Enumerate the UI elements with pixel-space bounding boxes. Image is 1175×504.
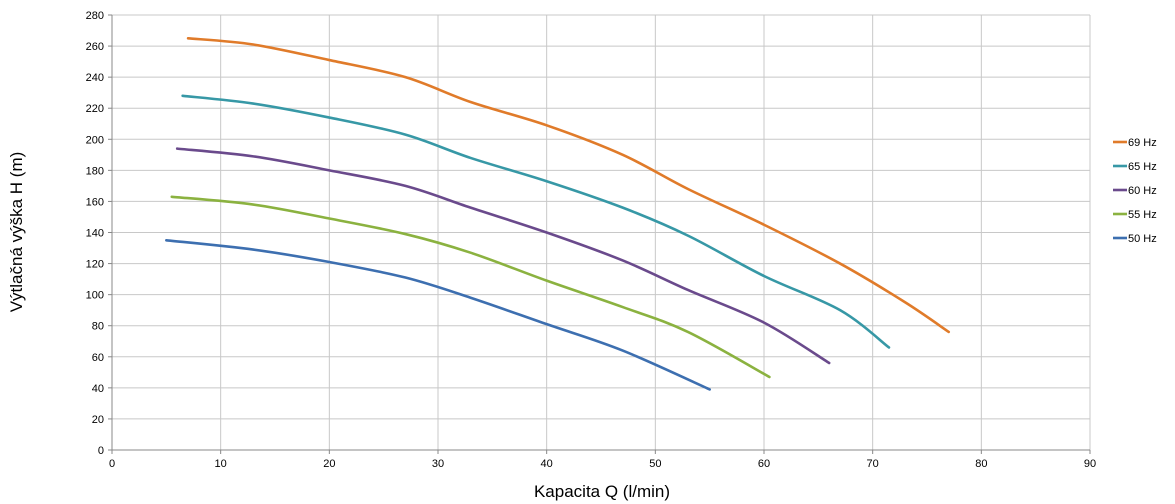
legend-label-65-hz: 65 Hz (1128, 161, 1157, 173)
x-tick-label: 20 (323, 458, 335, 470)
series-line-55-hz (170, 195, 771, 379)
series-line-50-hz (165, 238, 711, 391)
legend-label-55-hz: 55 Hz (1128, 209, 1157, 221)
grid-layer (111, 14, 1091, 451)
x-tick-label: 50 (649, 458, 661, 470)
legend-label-69-hz: 69 Hz (1128, 137, 1157, 149)
y-tick-label: 180 (86, 165, 104, 177)
legend: 69 Hz 65 Hz 60 Hz 55 Hz 50 Hz (1113, 137, 1157, 245)
x-tick-label: 40 (541, 458, 553, 470)
y-tick-label: 280 (86, 10, 104, 22)
axis-layer: 0 20 40 60 80 100 120 140 160 180 200 220 240 260 280 0… (86, 10, 1096, 470)
y-tick-label: 240 (86, 72, 104, 84)
series-layer (165, 37, 951, 391)
y-axis-title: Výtlačná výška H (m) (7, 152, 26, 313)
y-tick-label: 40 (92, 383, 104, 395)
x-tick-label: 80 (975, 458, 987, 470)
y-tick-label: 200 (86, 134, 104, 146)
y-tick-label: 120 (86, 259, 104, 271)
x-tick-label: 0 (109, 458, 115, 470)
series-line-65-hz (181, 94, 891, 349)
y-tick-label: 260 (86, 41, 104, 53)
y-tick-label: 20 (92, 414, 104, 426)
x-tick-label: 10 (215, 458, 227, 470)
series-line-69-hz (186, 37, 951, 334)
y-tick-label: 80 (92, 321, 104, 333)
legend-label-50-hz: 50 Hz (1128, 233, 1157, 245)
x-tick-label: 70 (867, 458, 879, 470)
y-tick-label: 100 (86, 290, 104, 302)
x-axis-title: Kapacita Q (l/min) (534, 482, 670, 501)
y-tick-label: 160 (86, 196, 104, 208)
y-tick-label: 220 (86, 103, 104, 115)
x-tick-label: 90 (1084, 458, 1096, 470)
series-line-60-hz (175, 147, 831, 365)
x-tick-label: 30 (432, 458, 444, 470)
y-tick-label: 0 (98, 445, 104, 457)
y-tick-label: 60 (92, 352, 104, 364)
legend-label-60-hz: 60 Hz (1128, 185, 1157, 197)
x-tick-label: 60 (758, 458, 770, 470)
y-tick-label: 140 (86, 228, 104, 240)
